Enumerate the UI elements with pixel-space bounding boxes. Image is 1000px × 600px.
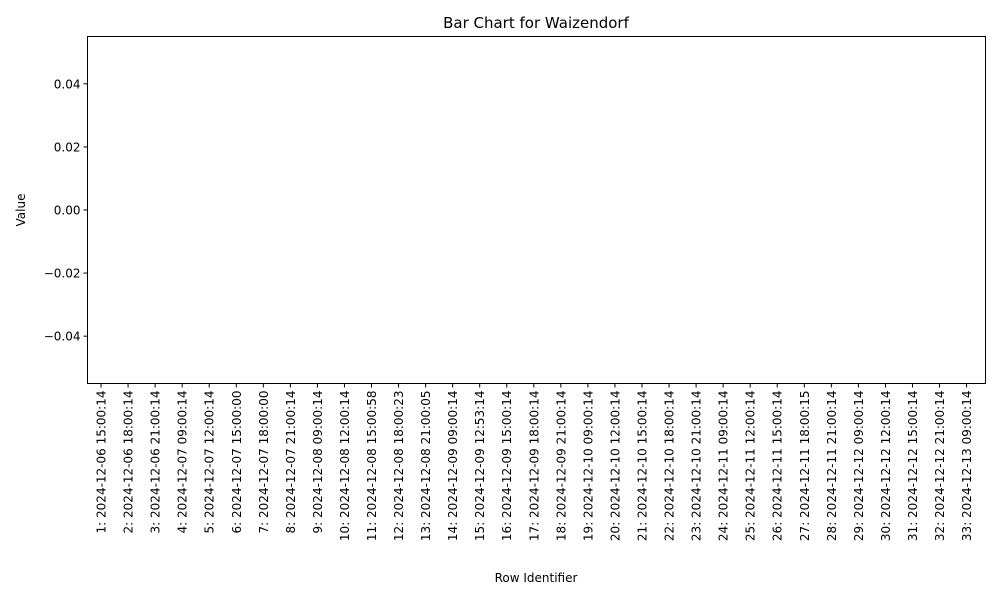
x-tick-label: 20: 2024-12-10 12:00:14 — [608, 391, 622, 542]
x-tick-label: 10: 2024-12-08 12:00:14 — [338, 391, 352, 542]
x-tick-label: 18: 2024-12-09 21:00:14 — [554, 391, 568, 542]
chart-title: Bar Chart for Waizendorf — [443, 14, 630, 32]
x-tick-label: 30: 2024-12-12 12:00:14 — [879, 391, 893, 542]
x-tick-label: 19: 2024-12-10 09:00:14 — [581, 391, 595, 542]
x-tick-label: 25: 2024-12-11 12:00:14 — [744, 391, 758, 542]
x-tick-label: 13: 2024-12-08 21:00:05 — [419, 391, 433, 542]
x-tick-label: 6: 2024-12-07 15:00:00 — [230, 391, 244, 534]
x-tick-label: 32: 2024-12-12 21:00:14 — [933, 391, 947, 542]
x-tick-label: 9: 2024-12-08 09:00:14 — [311, 391, 325, 534]
x-tick-label: 16: 2024-12-09 15:00:14 — [500, 391, 514, 542]
x-tick-label: 12: 2024-12-08 18:00:23 — [392, 391, 406, 542]
x-tick-label: 14: 2024-12-09 09:00:14 — [446, 391, 460, 542]
y-tick-label: −0.04 — [44, 330, 81, 344]
x-axis: 1: 2024-12-06 15:00:14 2: 2024-12-06 18:0… — [95, 383, 974, 542]
x-tick-label: 26: 2024-12-11 15:00:14 — [771, 391, 785, 542]
x-tick-label: 2: 2024-12-06 18:00:14 — [122, 391, 136, 534]
x-tick-label: 5: 2024-12-07 12:00:14 — [203, 391, 217, 534]
x-tick-label: 29: 2024-12-12 09:00:14 — [852, 391, 866, 542]
y-tick-label: 0.04 — [54, 77, 81, 91]
y-axis-label: Value — [14, 194, 28, 227]
y-tick-label: −0.02 — [44, 267, 81, 281]
x-tick-label: 1: 2024-12-06 15:00:14 — [95, 391, 109, 534]
x-tick-label: 8: 2024-12-07 21:00:14 — [284, 391, 298, 534]
y-axis: 0.04 0.02 0.00 −0.02 −0.04 — [44, 77, 88, 344]
x-tick-label: 22: 2024-12-10 18:00:14 — [663, 391, 677, 542]
x-axis-label: Row Identifier — [495, 571, 578, 585]
x-tick-label: 28: 2024-12-11 21:00:14 — [825, 391, 839, 542]
x-tick-label: 15: 2024-12-09 12:53:14 — [473, 391, 487, 542]
y-tick-label: 0.00 — [54, 204, 81, 218]
x-tick-label: 31: 2024-12-12 15:00:14 — [906, 391, 920, 542]
x-tick-label: 21: 2024-12-10 15:00:14 — [635, 391, 649, 542]
x-tick-label: 24: 2024-12-11 09:00:14 — [717, 391, 731, 542]
x-tick-label: 17: 2024-12-09 18:00:14 — [527, 391, 541, 542]
x-tick-label: 23: 2024-12-10 21:00:14 — [690, 391, 704, 542]
x-tick-label: 11: 2024-12-08 15:00:58 — [365, 391, 379, 542]
x-tick-label: 27: 2024-12-11 18:00:15 — [798, 391, 812, 542]
plot-frame — [87, 36, 986, 384]
x-tick-label: 3: 2024-12-06 21:00:14 — [149, 391, 163, 534]
x-tick-label: 7: 2024-12-07 18:00:00 — [257, 391, 271, 534]
y-tick-label: 0.02 — [54, 140, 81, 154]
x-tick-label: 33: 2024-12-13 09:00:14 — [960, 391, 974, 542]
x-tick-label: 4: 2024-12-07 09:00:14 — [176, 391, 190, 534]
